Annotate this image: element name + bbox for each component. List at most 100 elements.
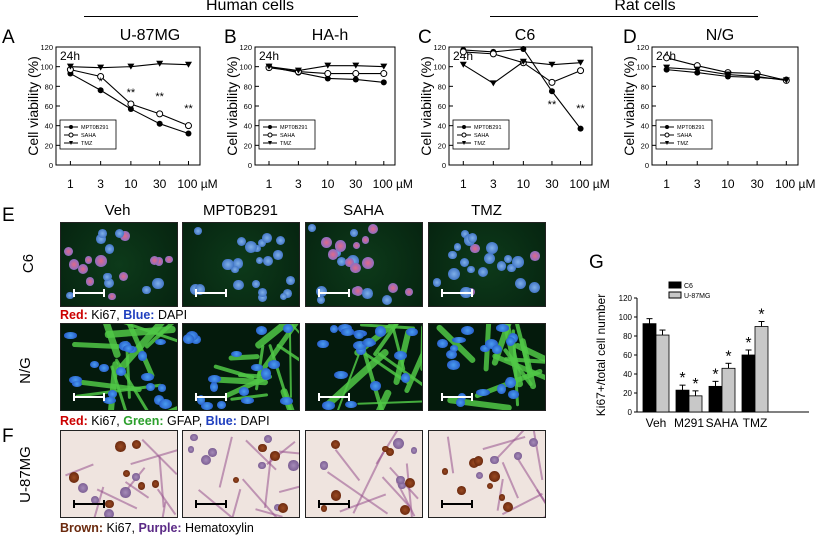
y-tick-label: 0 [442,161,446,170]
cell-process [156,488,177,516]
y-axis-label: Ki67+/total cell number [594,294,608,416]
significance-mark: * [745,335,751,352]
x-tick-label: 1 [663,177,670,191]
cell-nucleus [233,279,244,291]
bar-c6 [642,323,657,413]
scale-bar [441,393,473,401]
y-tick-label: 100 [636,63,649,72]
scale-bar [73,393,105,401]
y-tick-label: 40 [45,122,53,131]
cell-nucleus [345,258,354,267]
cell-nucleus [497,383,506,395]
cell-nucleus [452,336,467,344]
panel-letter-d: D [623,27,637,48]
scale-bar [73,289,105,297]
cell-nucleus [283,324,294,333]
cell-nucleus [159,398,172,409]
cell-nucleus [116,367,127,376]
cell-nucleus [200,454,211,465]
cell-nucleus [240,397,255,404]
cell-nucleus [104,243,115,254]
cell-process [218,436,233,488]
cell-nucleus [361,257,374,270]
y-tick-label: 100 [40,63,53,72]
cell-nucleus [263,256,273,267]
legend-marker [665,125,669,129]
cell-nucleus [315,285,328,298]
cell-nucleus [233,476,240,484]
y-tick-label: 40 [641,122,649,131]
caption-green-label: Green: [123,414,164,428]
y-tick-label: 20 [45,141,53,150]
caption-text: DAPI [154,308,188,322]
cell-nucleus [504,255,513,264]
data-point [459,48,467,56]
cell-nucleus [400,372,410,383]
caption-blue-label: Blue: [205,414,237,428]
caption-ng: Red: Ki67, Green: GFAP, Blue: DAPI [60,414,270,428]
data-point [663,64,671,71]
legend-label: TMZ [474,141,486,147]
caption-c6: Red: Ki67, Blue: DAPI [60,308,187,322]
cell-nucleus [280,396,293,405]
legend-swatch-c6 [668,281,682,289]
data-point [782,77,790,84]
cell-nucleus [91,496,100,505]
cell-nucleus [483,253,495,265]
cell-nucleus [478,266,489,277]
caption-text: Ki67, [87,414,124,428]
cell-nucleus [90,360,100,368]
y-tick-label: 0 [49,161,53,170]
data-point [489,50,497,58]
cell-nucleus [96,234,106,244]
micrograph-u-87mg-tmz [428,430,546,518]
x-tick-label: 100 µM [177,177,217,191]
x-tick-label: 1 [460,177,467,191]
row-label-u87mg: U-87MG [16,446,34,503]
legend-label: MPT0B291 [677,125,705,131]
cell-nucleus [120,231,130,241]
cell-nucleus [69,259,80,270]
cell-nucleus [165,255,174,264]
cell-nucleus [195,284,206,295]
gfap-fiber [369,388,392,410]
cell-nucleus [115,440,127,452]
caption-red-label: Red: [60,414,88,428]
cell-nucleus [98,363,109,372]
cell-nucleus [222,258,234,271]
cell-nucleus [319,461,329,470]
scale-bar [73,500,105,508]
col-label-veh: Veh [104,202,131,219]
significance-mark: * [692,376,698,393]
legend-label: TMZ [677,141,689,147]
category-label: M291 [674,416,704,430]
y-tick-label: 20 [438,141,446,150]
legend-label: MPT0B291 [474,125,502,131]
cell-nucleus [505,336,516,347]
data-point [548,78,556,86]
y-tick-label: 0 [628,408,633,417]
micrograph-ng-tmz [428,323,546,411]
data-point [324,70,332,78]
legend-label: TMZ [280,141,292,147]
micrograph-c6-mpt0b291 [182,222,300,307]
data-point [380,79,387,86]
panel-letter-g: G [589,252,604,273]
panel-letter-e: E [2,205,15,226]
cell-nucleus [355,344,366,356]
cell-nucleus [486,483,494,490]
cell-nucleus [138,350,147,362]
cell-process [514,455,545,517]
caption-text: DAPI [236,414,270,428]
panel-letter-b: B [224,27,237,48]
cell-nucleus [103,508,114,517]
cell-nucleus [475,471,483,479]
micrograph-ng-veh [60,323,178,411]
cell-nucleus [504,377,516,388]
cell-nucleus [256,326,268,335]
legend-marker [664,132,670,138]
cell-nucleus [183,334,195,345]
cell-nucleus [503,502,514,513]
